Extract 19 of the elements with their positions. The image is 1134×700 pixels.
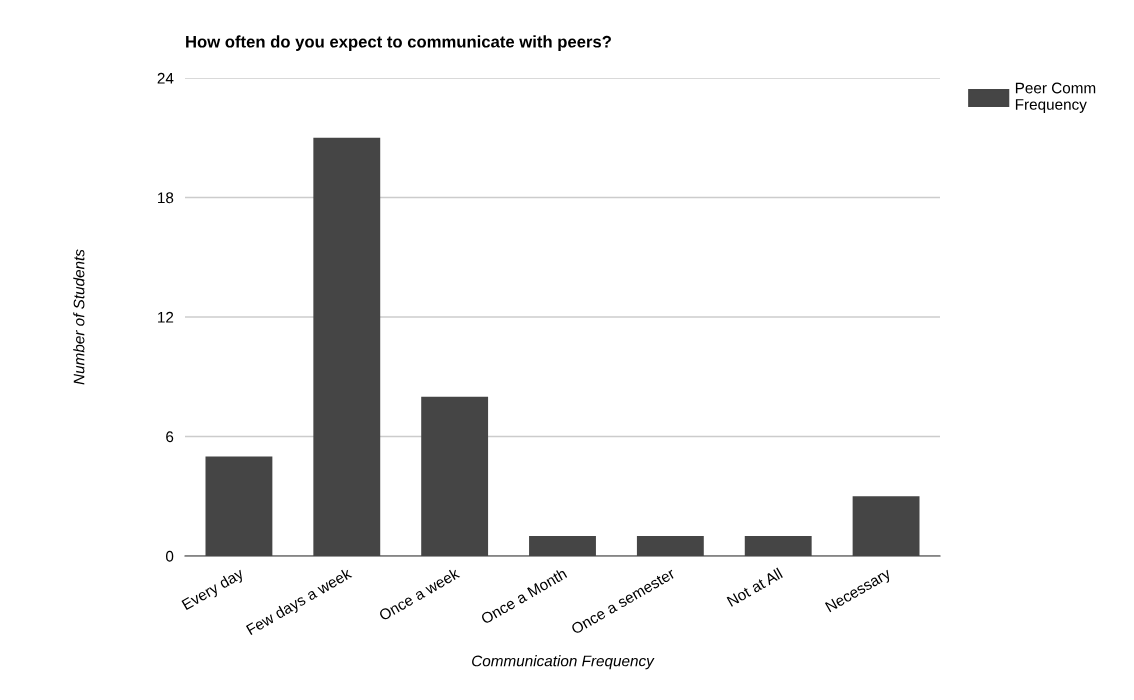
bar	[744, 536, 812, 556]
x-tick-label: Once a week	[378, 567, 461, 622]
x-tick-label: Not at All	[726, 567, 783, 607]
bar	[636, 536, 704, 556]
y-tick-label: 24	[157, 72, 174, 84]
y-tick-label: 18	[158, 192, 174, 204]
x-tick-label: Few days a week	[245, 567, 354, 638]
y-axis-title: Number of Students	[73, 249, 85, 385]
y-tick-label: 0	[165, 550, 174, 562]
bar	[529, 536, 596, 556]
bar	[205, 456, 273, 556]
x-axis-title: Communication Frequency	[472, 655, 655, 670]
bar	[313, 137, 381, 556]
y-tick-label: 6	[166, 431, 174, 443]
bar	[852, 496, 920, 556]
chart-title: How often do you expect to communicate with peers?	[186, 35, 611, 51]
legend-label: Peer Comm Frequency	[1015, 82, 1096, 113]
y-tick-label: 12	[158, 311, 174, 323]
bar	[421, 396, 489, 556]
